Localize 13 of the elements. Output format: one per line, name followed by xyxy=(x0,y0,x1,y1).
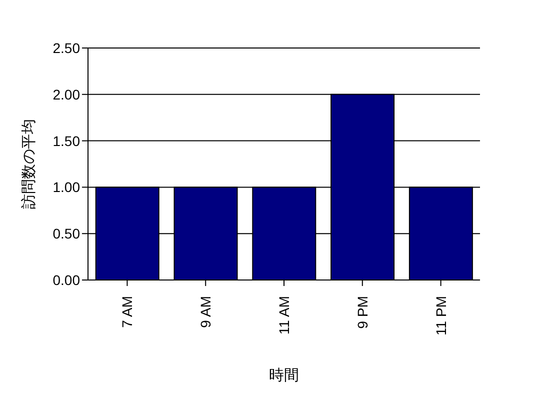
x-tick-label: 9 AM xyxy=(198,296,214,328)
y-tick-label: 0.50 xyxy=(52,226,80,242)
x-axis-title: 時間 xyxy=(269,367,299,384)
x-tick-label: 11 AM xyxy=(276,296,292,335)
y-tick-label: 2.50 xyxy=(52,40,80,56)
y-tick-label: 1.50 xyxy=(52,132,80,149)
y-tick-label: 2.00 xyxy=(52,86,80,102)
y-axis-title: 訪問数の平均 xyxy=(20,119,38,209)
x-tick-label: 7 AM xyxy=(119,296,136,328)
y-tick-label: 0.00 xyxy=(52,272,80,288)
x-tick-label: 9 PM xyxy=(354,296,370,329)
x-tick-label: 11 PM xyxy=(432,296,449,336)
y-tick-label: 1.00 xyxy=(52,179,80,196)
